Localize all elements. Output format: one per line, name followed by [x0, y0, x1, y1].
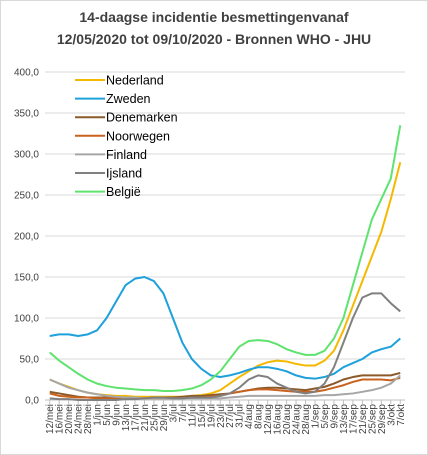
- chart-title: 14-daagse incidentie besmettingenvanaf: [79, 9, 349, 25]
- y-tick-label: 50,0: [20, 355, 40, 366]
- x-tick-label: 21/jun: [140, 404, 151, 431]
- legend-label: Zweden: [106, 92, 151, 106]
- x-tick-label: 19/jul: [206, 404, 217, 428]
- x-tick-label: 25/jun: [149, 404, 160, 431]
- x-tick-label: 15/jul: [197, 404, 208, 428]
- x-tick-label: 1/sep: [311, 404, 322, 429]
- x-tick-label: 29/jun: [159, 404, 170, 431]
- chart-subtitle: 12/05/2020 tot 09/10/2020 - Bronnen WHO …: [57, 31, 371, 47]
- x-tick-label: 13/sep: [339, 404, 350, 434]
- x-tick-label: 9/jun: [112, 404, 123, 426]
- x-tick-label: 9/sep: [329, 404, 340, 429]
- series-line: [49, 276, 401, 380]
- legend-label: België: [106, 185, 141, 199]
- x-tick-label: 28/aug: [301, 404, 312, 435]
- series-line: [49, 125, 402, 392]
- x-tick-label: 31/jul: [235, 404, 246, 428]
- x-tick-label: 27/jul: [225, 404, 236, 428]
- series-line: [49, 374, 401, 400]
- x-tick-label: 21/sep: [358, 404, 369, 434]
- x-tick-label: 20/aug: [282, 404, 293, 435]
- x-tick-label: 5/jun: [102, 404, 113, 426]
- y-tick-label: 300,0: [14, 150, 39, 161]
- y-tick-label: 150,0: [14, 273, 39, 284]
- x-tick-label: 29/sep: [377, 404, 388, 434]
- x-tick-label: 1/jun: [93, 404, 104, 426]
- x-tick-label: 23/jul: [216, 404, 227, 428]
- x-tick-label: 17/jun: [131, 404, 142, 431]
- x-tick-label: 16/aug: [273, 404, 284, 435]
- legend-label: Noorwegen: [106, 129, 170, 143]
- x-tick-label: 5/sep: [320, 404, 331, 429]
- legend-label: Ijsland: [106, 167, 142, 181]
- x-tick-label: 28/mei: [83, 404, 94, 434]
- y-tick-label: 350,0: [14, 109, 39, 120]
- x-tick-label: 4/aug: [244, 404, 255, 429]
- x-tick-label: 24/aug: [292, 404, 303, 435]
- x-tick-label: 24/mei: [74, 404, 85, 434]
- series-line: [49, 292, 401, 401]
- y-tick-label: 100,0: [14, 314, 39, 325]
- x-tick-label: 13/jun: [121, 404, 132, 431]
- y-tick-label: 200,0: [14, 232, 39, 243]
- x-tick-label: 3/okt: [386, 404, 397, 426]
- x-tick-label: 12/aug: [263, 404, 274, 435]
- legend-label: Denemarken: [106, 111, 178, 125]
- y-tick-label: 250,0: [14, 191, 39, 202]
- y-tick-label: 0,0: [25, 396, 39, 407]
- x-tick-label: 7/okt: [396, 404, 407, 426]
- x-tick-label: 11/jul: [187, 404, 198, 427]
- y-tick-label: 400,0: [14, 68, 39, 79]
- x-tick-label: 8/aug: [254, 404, 265, 429]
- x-tick-label: 25/sep: [367, 404, 378, 434]
- x-tick-label: 20/mei: [64, 404, 75, 434]
- x-tick-label: 3/jul: [168, 404, 179, 422]
- x-tick-label: 7/jul: [178, 404, 189, 422]
- x-tick-label: 12/mei: [45, 404, 56, 434]
- legend-label: Finland: [106, 148, 147, 162]
- x-tick-label: 16/mei: [55, 404, 66, 434]
- x-tick-label: 17/sep: [348, 404, 359, 434]
- legend-label: Nederland: [106, 74, 164, 88]
